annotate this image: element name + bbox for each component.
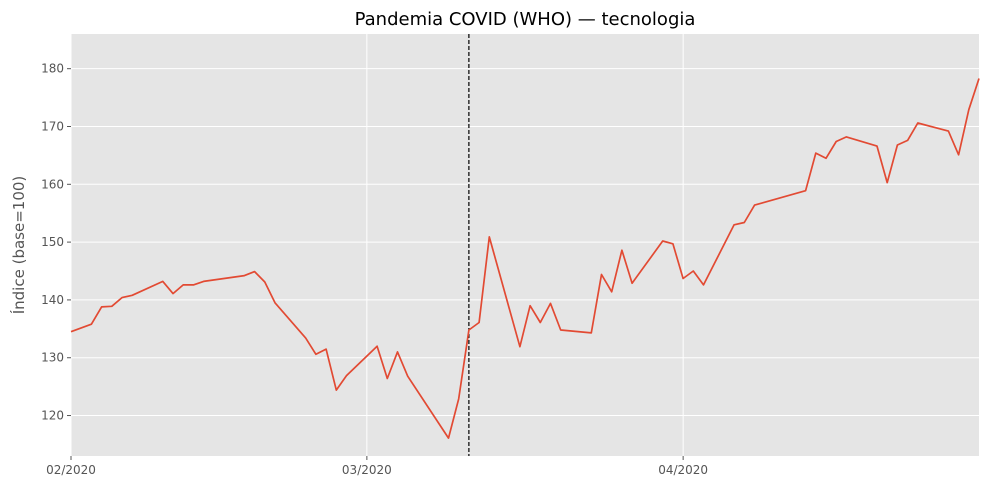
series-line	[70, 78, 980, 439]
y-tick-label: 160	[41, 177, 64, 191]
grid	[70, 34, 979, 456]
y-tick-label: 150	[41, 235, 64, 249]
x-tick-label: 04/2020	[658, 463, 708, 477]
plot-background	[71, 34, 979, 456]
series-group	[70, 78, 980, 439]
y-tick-label: 120	[41, 409, 64, 423]
y-tick-label: 170	[41, 119, 64, 133]
chart-title: Pandemia COVID (WHO) — tecnologia	[355, 9, 696, 30]
x-tick-label: 03/2020	[342, 463, 392, 477]
y-tick-label: 140	[41, 293, 64, 307]
y-tick-label: 180	[41, 62, 64, 76]
y-axis-label: Índice (base=100)	[9, 176, 28, 315]
x-tick-label: 02/2020	[46, 463, 96, 477]
y-axis: 120 130 140 150 160 170 180	[41, 62, 71, 423]
x-axis: 02/2020 03/2020 04/2020	[46, 456, 708, 477]
y-tick-label: 130	[41, 351, 64, 365]
